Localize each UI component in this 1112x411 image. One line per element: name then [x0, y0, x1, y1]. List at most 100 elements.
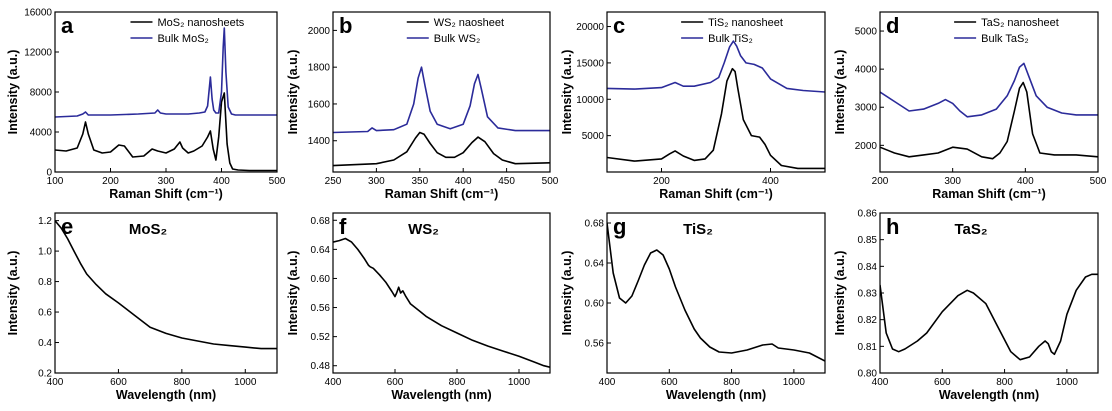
plot-frame — [606, 212, 826, 374]
y-tick-label: 4000 — [30, 128, 53, 139]
x-tick-label: 1000 — [508, 377, 531, 388]
y-tick-label: 0.82 — [858, 315, 878, 326]
panel-label: h — [886, 214, 899, 239]
legend-entry: TiS₂ nanosheet — [708, 17, 783, 29]
series-line-g-0 — [607, 222, 825, 362]
series-line-b-0 — [333, 131, 550, 167]
y-tick-label: 0.86 — [858, 209, 878, 220]
x-axis-label: Raman Shift (cm⁻¹) — [659, 187, 773, 201]
legend-entry: MoS₂ nanosheets — [157, 17, 244, 29]
chart-panel-b: 250 300 350 400 450 500 1400 1600 1800 2000 Raman … — [286, 11, 559, 201]
chart-panel-h: 400 600 800 1000 0.80 0.81 0.82 0.83 0.84 0.85 0.8… — [833, 209, 1099, 402]
plot-frame — [879, 212, 1099, 374]
x-tick-label: 300 — [368, 176, 385, 187]
y-tick-label: 0.64 — [311, 245, 331, 256]
series-line-d-1 — [880, 62, 1098, 118]
y-tick-label: 0.48 — [311, 361, 331, 372]
x-tick-label: 400 — [599, 377, 616, 388]
y-tick-label: 0.64 — [585, 259, 605, 270]
y-axis-label: Intensity (a.u.) — [560, 251, 574, 336]
x-tick-label: 300 — [158, 176, 175, 187]
y-tick-label: 0.60 — [585, 299, 605, 310]
x-tick-label: 400 — [1017, 176, 1034, 187]
x-axis-label: Wavelength (nm) — [391, 388, 491, 402]
y-tick-label: 15000 — [576, 58, 604, 69]
x-tick-label: 800 — [449, 377, 466, 388]
x-tick-label: 400 — [213, 176, 230, 187]
y-tick-label: 0.52 — [311, 332, 331, 343]
y-tick-label: 1600 — [308, 99, 331, 110]
y-tick-label: 0.68 — [311, 216, 331, 227]
panel-title: MoS₂ — [129, 221, 167, 238]
x-axis-label: Wavelength (nm) — [666, 388, 766, 402]
y-tick-label: 5000 — [855, 27, 878, 38]
x-tick-label: 400 — [455, 176, 472, 187]
y-axis-label: Intensity (a.u.) — [6, 251, 20, 336]
x-axis-label: Raman Shift (cm⁻¹) — [932, 187, 1046, 201]
y-tick-label: 0.60 — [311, 274, 331, 285]
x-tick-label: 500 — [542, 176, 559, 187]
x-axis-label: Raman Shift (cm⁻¹) — [385, 187, 499, 201]
y-tick-label: 1400 — [308, 136, 331, 147]
y-tick-label: 2000 — [308, 26, 331, 37]
panel-label: b — [339, 13, 352, 38]
plot-frame — [606, 11, 826, 173]
x-tick-label: 800 — [723, 377, 740, 388]
x-tick-label: 200 — [653, 176, 670, 187]
chart-panel-d: 200 300 400 500 2000 3000 4000 5000 Raman Shift … — [833, 11, 1107, 201]
x-tick-label: 600 — [934, 377, 951, 388]
panel-label: e — [61, 214, 73, 239]
x-tick-label: 1000 — [1056, 377, 1079, 388]
y-axis-label: Intensity (a.u.) — [833, 50, 847, 135]
x-tick-label: 300 — [944, 176, 961, 187]
panel-title: TaS₂ — [954, 221, 987, 238]
x-tick-label: 400 — [762, 176, 779, 187]
panel-label: f — [339, 214, 347, 239]
x-tick-label: 800 — [996, 377, 1013, 388]
y-tick-label: 0.68 — [585, 219, 605, 230]
y-tick-label: 0.56 — [585, 339, 605, 350]
legend-entry: Bulk TiS₂ — [708, 33, 753, 45]
y-tick-label: 0 — [46, 168, 52, 179]
series-line-a-0 — [55, 92, 277, 172]
series-line-c-1 — [607, 40, 825, 93]
plot-frame — [332, 11, 551, 173]
plot-frame — [332, 212, 551, 374]
y-tick-label: 0.8 — [38, 277, 52, 288]
y-axis-label: Intensity (a.u.) — [833, 251, 847, 336]
panel-label: c — [613, 13, 625, 38]
series-line-a-1 — [55, 27, 277, 118]
chart-panel-g: 400 600 800 1000 0.56 0.60 0.64 0.68 Wavelength … — [560, 212, 826, 402]
chart-panel-a: 100 200 300 400 500 0 4000 8000 12000 16000 Raman … — [6, 8, 286, 202]
x-tick-label: 800 — [174, 377, 191, 388]
y-axis-label: Intensity (a.u.) — [286, 50, 300, 135]
x-tick-label: 200 — [102, 176, 119, 187]
y-tick-label: 1.0 — [38, 247, 52, 258]
panel-title: TiS₂ — [683, 221, 713, 238]
x-tick-label: 100 — [47, 176, 64, 187]
x-axis-label: Wavelength (nm) — [116, 388, 216, 402]
y-tick-label: 10000 — [576, 95, 604, 106]
x-tick-label: 350 — [411, 176, 428, 187]
y-tick-label: 0.56 — [311, 303, 331, 314]
y-tick-label: 16000 — [24, 8, 52, 19]
y-tick-label: 0.83 — [858, 289, 878, 300]
x-tick-label: 400 — [872, 377, 889, 388]
x-tick-label: 600 — [110, 377, 127, 388]
y-tick-label: 0.2 — [38, 369, 52, 380]
x-tick-label: 500 — [1090, 176, 1107, 187]
x-tick-label: 400 — [47, 377, 64, 388]
y-tick-label: 0.81 — [858, 342, 878, 353]
panel-label: d — [886, 13, 899, 38]
series-line-c-0 — [607, 67, 825, 170]
y-tick-label: 2000 — [855, 141, 878, 152]
x-tick-label: 1000 — [234, 377, 257, 388]
x-tick-label: 600 — [661, 377, 678, 388]
series-line-b-1 — [333, 66, 550, 134]
y-tick-label: 3000 — [855, 103, 878, 114]
legend-entry: TaS₂ nanosheet — [981, 17, 1059, 29]
x-tick-label: 400 — [325, 377, 342, 388]
y-axis-label: Intensity (a.u.) — [560, 50, 574, 135]
x-tick-label: 250 — [325, 176, 342, 187]
